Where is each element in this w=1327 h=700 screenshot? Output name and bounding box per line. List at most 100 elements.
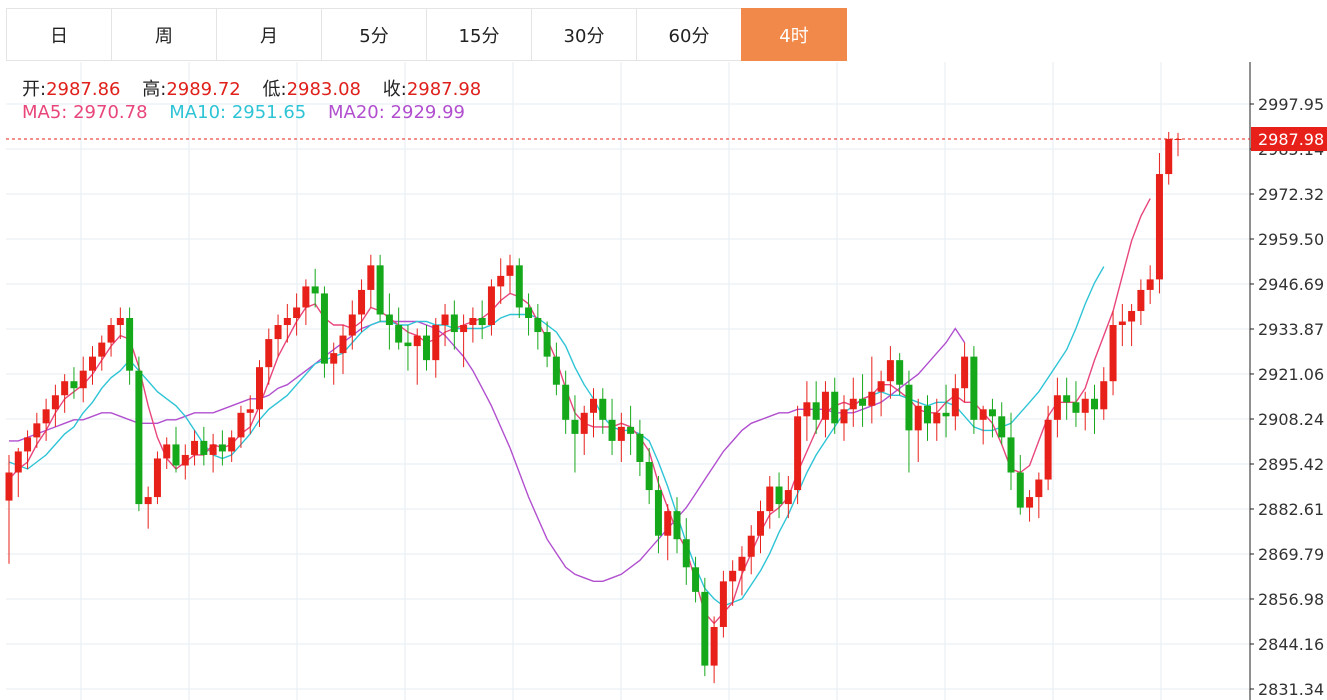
candle-body bbox=[218, 444, 226, 452]
candle-body bbox=[664, 511, 672, 536]
candle-body bbox=[144, 497, 152, 505]
candle-body bbox=[729, 570, 737, 582]
candle-body bbox=[413, 335, 421, 347]
candle-body bbox=[1137, 289, 1145, 311]
candle-body bbox=[766, 486, 774, 512]
candle-body bbox=[1081, 398, 1089, 413]
y-tick-label: 2831.34 bbox=[1258, 680, 1324, 699]
candle-body bbox=[998, 416, 1006, 438]
candle-body bbox=[153, 458, 161, 498]
ma5-value: 2970.78 bbox=[73, 102, 148, 123]
candle-body bbox=[358, 289, 366, 315]
candle-body bbox=[367, 265, 375, 290]
candle-body bbox=[1128, 310, 1136, 322]
candle-body bbox=[320, 293, 328, 364]
candle-body bbox=[246, 409, 254, 413]
open-value: 2987.86 bbox=[46, 79, 121, 100]
candle-body bbox=[673, 511, 681, 540]
candle-body bbox=[1044, 419, 1052, 480]
candle-body bbox=[608, 419, 616, 441]
candle-body bbox=[311, 286, 319, 294]
candle-body bbox=[228, 437, 236, 452]
y-tick-label: 2997.95 bbox=[1258, 95, 1324, 114]
candle-body bbox=[107, 325, 115, 343]
candle-body bbox=[905, 384, 913, 431]
tab-5min[interactable]: 5分 bbox=[321, 8, 426, 61]
tab-day[interactable]: 日 bbox=[6, 8, 111, 61]
low-value: 2983.08 bbox=[286, 79, 362, 100]
candle-body bbox=[478, 318, 486, 326]
candle-body bbox=[525, 307, 533, 319]
candle-body bbox=[812, 402, 820, 420]
high-value: 2989.72 bbox=[166, 79, 241, 100]
candle-body bbox=[924, 405, 931, 424]
candle-body bbox=[61, 381, 69, 396]
candle-body bbox=[849, 398, 857, 410]
candle-body bbox=[497, 275, 505, 287]
ohlc-readout: 开:2987.86 高:2989.72 低:2983.08 收:2987.98 bbox=[22, 75, 497, 101]
candle-body bbox=[1091, 398, 1098, 410]
ma20-label: MA20: bbox=[328, 102, 385, 123]
candle-body bbox=[552, 356, 560, 385]
candle-body bbox=[840, 409, 848, 424]
tab-week[interactable]: 周 bbox=[111, 8, 216, 61]
candle-body bbox=[747, 535, 755, 557]
candle-body bbox=[163, 444, 171, 459]
ma10-line bbox=[8, 266, 1105, 607]
y-tick-label: 2869.79 bbox=[1258, 545, 1324, 564]
candle-body bbox=[1026, 497, 1034, 508]
candle-body bbox=[135, 370, 143, 505]
candle-body bbox=[79, 370, 87, 389]
tab-60min[interactable]: 60分 bbox=[636, 8, 741, 61]
candle-body bbox=[404, 342, 412, 347]
y-tick-label: 2844.16 bbox=[1258, 635, 1324, 654]
candle-body bbox=[293, 307, 301, 319]
y-tick-label: 2972.32 bbox=[1258, 185, 1324, 204]
candle-body bbox=[896, 360, 904, 385]
candle-body bbox=[979, 409, 987, 420]
candle-body bbox=[450, 314, 458, 333]
candle-body bbox=[933, 412, 941, 424]
candle-body bbox=[1016, 472, 1024, 508]
candle-body bbox=[89, 356, 96, 371]
candle-body bbox=[794, 416, 802, 491]
y-tick-label: 2882.61 bbox=[1258, 500, 1324, 519]
ma10-label: MA10: bbox=[169, 102, 227, 123]
y-tick-label: 2895.42 bbox=[1258, 455, 1324, 474]
open-label: 开: bbox=[22, 79, 47, 100]
candle-body bbox=[33, 423, 41, 438]
candle-body bbox=[42, 409, 50, 424]
candle-body bbox=[868, 391, 876, 406]
candle-body bbox=[877, 381, 885, 392]
candle-body bbox=[1118, 321, 1126, 326]
candle-body bbox=[432, 325, 440, 361]
candle-body bbox=[775, 486, 783, 505]
candle-body bbox=[302, 286, 310, 308]
last-price-tag bbox=[1251, 127, 1327, 152]
candle-body bbox=[1146, 279, 1154, 290]
tab-15min[interactable]: 15分 bbox=[426, 8, 531, 61]
candle-body bbox=[256, 367, 263, 410]
candle-body bbox=[441, 314, 449, 326]
candle-body bbox=[914, 405, 922, 431]
ma20-value: 2929.99 bbox=[390, 102, 465, 123]
candle-body bbox=[348, 314, 356, 336]
tab-month[interactable]: 月 bbox=[216, 8, 321, 61]
candle-body bbox=[682, 539, 690, 568]
candle-body bbox=[988, 409, 996, 417]
ma-readout: MA5: 2970.78 MA10: 2951.65 MA20: 2929.99 bbox=[22, 102, 465, 123]
candle-body bbox=[376, 265, 384, 315]
y-tick-label: 2856.98 bbox=[1258, 590, 1324, 609]
candle-body bbox=[710, 626, 718, 666]
tab-4hour[interactable]: 4时 bbox=[741, 8, 847, 61]
candle-body bbox=[1063, 395, 1071, 403]
candle-body bbox=[70, 381, 78, 389]
candle-body bbox=[942, 412, 950, 417]
candle-body bbox=[515, 265, 523, 308]
low-label: 低: bbox=[262, 79, 287, 100]
candle-body bbox=[719, 581, 727, 627]
candle-body bbox=[116, 318, 124, 326]
tab-30min[interactable]: 30分 bbox=[531, 8, 636, 61]
candle-body bbox=[738, 556, 746, 571]
